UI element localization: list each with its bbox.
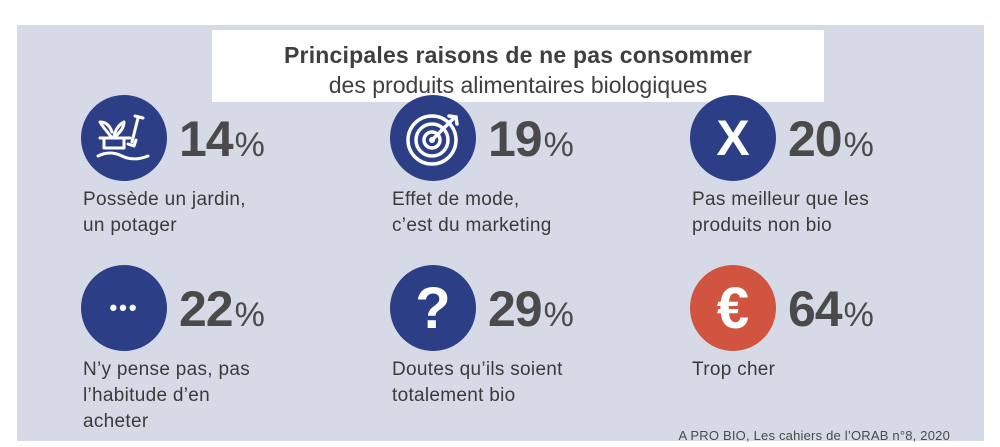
reason-label: N’y pense pas, pas l’habitude d’en achet… bbox=[83, 357, 343, 435]
stat-item-habit: ••• 22% N’y pense pas, pas l’habitude d’… bbox=[81, 265, 381, 432]
infographic-panel: Principales raisons de ne pas consommer … bbox=[17, 25, 984, 443]
value-label: 64 bbox=[788, 281, 843, 337]
percentage: 20% bbox=[788, 111, 874, 167]
percent-sign: % bbox=[543, 296, 574, 334]
label-line: acheter bbox=[83, 411, 149, 432]
label-line: N’y pense pas, pas bbox=[83, 359, 250, 380]
title-line-1: Principales raisons de ne pas consommer bbox=[284, 42, 752, 68]
title-line-2: des produits alimentaires biologiques bbox=[328, 72, 708, 98]
x-glyph: X bbox=[716, 110, 750, 166]
percentage: 19% bbox=[488, 111, 574, 167]
label-line: Pas meilleur que les bbox=[692, 189, 870, 210]
x-icon: X bbox=[690, 95, 776, 181]
percentage: 14% bbox=[179, 111, 265, 167]
percent-sign: % bbox=[543, 126, 574, 164]
euro-icon: € bbox=[690, 265, 776, 351]
question-icon: ? bbox=[390, 265, 476, 351]
percentage: 29% bbox=[488, 281, 574, 337]
question-glyph: ? bbox=[415, 275, 451, 341]
reason-label: Possède un jardin, un potager bbox=[83, 187, 343, 239]
source-caption: A PRO BIO, Les cahiers de l’ORAB n°8, 20… bbox=[678, 428, 950, 443]
stat-item-marketing: 19% Effet de mode, c’est du marketing bbox=[390, 95, 690, 245]
percent-sign: % bbox=[234, 126, 265, 164]
label-line: Trop cher bbox=[692, 359, 776, 380]
label-line: un potager bbox=[83, 215, 177, 236]
label-line: produits non bio bbox=[692, 215, 833, 236]
percent-sign: % bbox=[843, 296, 874, 334]
reason-label: Effet de mode, c’est du marketing bbox=[392, 187, 652, 239]
value-label: 22 bbox=[179, 281, 234, 337]
label-line: Possède un jardin, bbox=[83, 189, 246, 210]
stat-item-price: € 64% Trop cher bbox=[690, 265, 990, 415]
ellipsis-icon: ••• bbox=[81, 265, 167, 351]
stat-item-doubts: ? 29% Doutes qu’ils soient totalement bi… bbox=[390, 265, 690, 415]
value-label: 14 bbox=[179, 111, 234, 167]
label-line: Effet de mode, bbox=[392, 189, 520, 210]
ellipsis-glyph: ••• bbox=[109, 295, 139, 320]
reason-label: Trop cher bbox=[692, 357, 952, 383]
label-line: totalement bio bbox=[392, 385, 516, 406]
title-box: Principales raisons de ne pas consommer … bbox=[212, 30, 824, 102]
percent-sign: % bbox=[843, 126, 874, 164]
percent-sign: % bbox=[234, 296, 265, 334]
label-line: Doutes qu’ils soient bbox=[392, 359, 563, 380]
reason-label: Pas meilleur que les produits non bio bbox=[692, 187, 952, 239]
percentage: 22% bbox=[179, 281, 265, 337]
euro-glyph: € bbox=[716, 275, 750, 341]
garden-icon bbox=[81, 95, 167, 181]
label-line: c’est du marketing bbox=[392, 215, 552, 236]
target-icon bbox=[390, 95, 476, 181]
percentage: 64% bbox=[788, 281, 874, 337]
value-label: 20 bbox=[788, 111, 843, 167]
label-line: l’habitude d’en bbox=[83, 385, 211, 406]
value-label: 19 bbox=[488, 111, 543, 167]
reason-label: Doutes qu’ils soient totalement bio bbox=[392, 357, 652, 409]
stat-item-not-better: X 20% Pas meilleur que les produits non … bbox=[690, 95, 990, 245]
value-label: 29 bbox=[488, 281, 543, 337]
stat-item-garden: 14% Possède un jardin, un potager bbox=[81, 95, 381, 245]
